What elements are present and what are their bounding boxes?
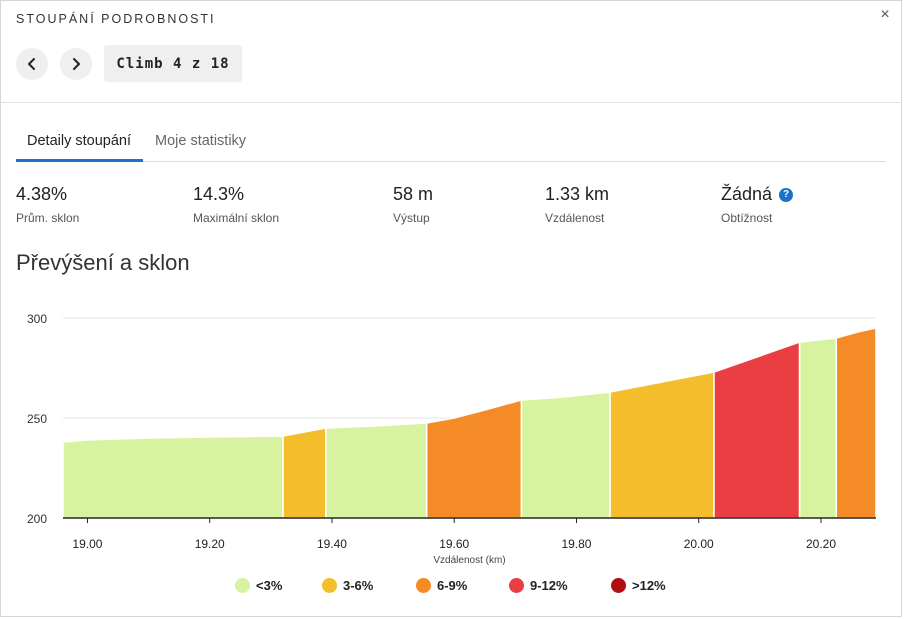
- grade-segment[interactable]: [62, 435, 284, 519]
- y-tick-label: 200: [27, 512, 47, 526]
- stat-label: Maximální sklon: [193, 211, 280, 225]
- stat-value: 1.33 km: [545, 184, 610, 204]
- legend-swatch: [416, 578, 431, 593]
- stat-label: Prům. sklon: [16, 211, 80, 225]
- grade-segment[interactable]: [520, 391, 611, 519]
- legend-label: >12%: [632, 578, 666, 593]
- chevron-left-icon: [28, 58, 35, 70]
- legend-item: 3-6%: [322, 578, 373, 593]
- chevron-right-icon: [73, 58, 80, 70]
- stat-label: Vzdálenost: [545, 211, 605, 225]
- x-axis-label: Vzdálenost (km): [433, 555, 505, 566]
- legend-swatch: [235, 578, 250, 593]
- grade-segment[interactable]: [325, 422, 428, 519]
- legend-item: 6-9%: [416, 578, 467, 593]
- stat-difficulty: Žádná ? Obtížnost: [721, 184, 794, 225]
- stat-value: 14.3%: [193, 184, 245, 204]
- section-title: Převýšení a sklon: [16, 250, 190, 275]
- active-tab-indicator: [16, 159, 143, 162]
- tabs-divider: [16, 161, 886, 162]
- legend-item: <3%: [235, 578, 282, 593]
- legend-label: 6-9%: [437, 578, 468, 593]
- tab-my-statistics[interactable]: Moje statistiky: [155, 133, 247, 149]
- stat-value: 4.38%: [16, 184, 68, 204]
- question-circle-icon[interactable]: ?: [779, 187, 794, 202]
- panel-title: STOUPÁNÍ PODROBNOSTI: [16, 12, 216, 26]
- legend-label: 9-12%: [530, 578, 568, 593]
- legend-swatch: [611, 578, 626, 593]
- stat-max-grade: 14.3% Maximální sklon: [193, 184, 279, 225]
- chart-legend: <3% 3-6% 6-9% 9-12% >12%: [0, 578, 904, 600]
- header-divider: [0, 102, 902, 103]
- legend-item: >12%: [611, 578, 666, 593]
- stat-value: 58 m: [393, 184, 434, 204]
- climb-counter-badge: Climb 4 z 18: [104, 45, 242, 82]
- previous-climb-button[interactable]: [16, 48, 48, 80]
- x-tick-label: 19.40: [317, 537, 347, 551]
- x-tick-label: 19.20: [195, 537, 225, 551]
- y-tick-label: 250: [27, 412, 47, 426]
- x-tick-label: 19.60: [439, 537, 469, 551]
- stat-value: Žádná: [721, 184, 773, 204]
- y-tick-label: 300: [27, 312, 47, 326]
- legend-swatch: [322, 578, 337, 593]
- x-tick-label: 20.00: [684, 537, 714, 551]
- x-tick-label: 19.00: [72, 537, 102, 551]
- grade-segment[interactable]: [713, 340, 801, 519]
- legend-item: 9-12%: [509, 578, 568, 593]
- x-tick-label: 20.20: [806, 537, 836, 551]
- elevation-grade-chart: 200 250 300 19.00 19.20 19.40 19.60 19.80 20.00 2…: [27, 312, 877, 566]
- stat-distance: 1.33 km Vzdálenost: [545, 184, 609, 225]
- stat-label: Obtížnost: [721, 211, 773, 225]
- legend-label: 3-6%: [343, 578, 374, 593]
- grade-segment[interactable]: [609, 371, 715, 519]
- stat-label: Výstup: [393, 211, 430, 225]
- legend-swatch: [509, 578, 524, 593]
- grade-segment[interactable]: [798, 337, 838, 519]
- grade-segment[interactable]: [835, 327, 877, 519]
- next-climb-button[interactable]: [60, 48, 92, 80]
- stat-ascent: 58 m Výstup: [393, 184, 433, 225]
- x-tick-label: 19.80: [561, 537, 591, 551]
- grade-segment[interactable]: [282, 427, 327, 519]
- tab-climb-details[interactable]: Detaily stoupání: [27, 133, 131, 149]
- stat-avg-grade: 4.38% Prům. sklon: [16, 184, 79, 225]
- close-icon[interactable]: ×: [880, 6, 890, 23]
- legend-label: <3%: [256, 578, 283, 593]
